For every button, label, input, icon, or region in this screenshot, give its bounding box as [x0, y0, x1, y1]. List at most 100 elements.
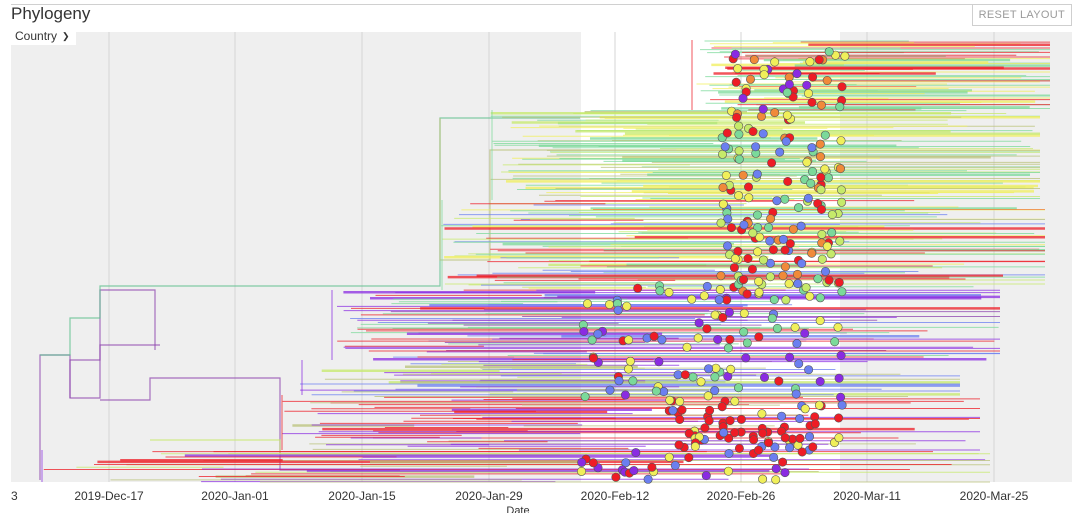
tip-marker[interactable] — [757, 409, 767, 419]
tip-marker[interactable] — [694, 318, 704, 328]
tip-marker[interactable] — [836, 350, 846, 360]
tip-marker[interactable] — [834, 277, 844, 287]
tip-marker[interactable] — [803, 193, 813, 203]
tip-marker[interactable] — [792, 69, 802, 79]
tip-marker[interactable] — [718, 199, 728, 209]
tip-marker[interactable] — [674, 440, 684, 450]
tip-marker[interactable] — [739, 220, 749, 230]
tip-marker[interactable] — [800, 404, 810, 414]
tip-marker[interactable] — [770, 442, 780, 452]
tip-marker[interactable] — [754, 276, 764, 286]
tip-marker[interactable] — [622, 301, 632, 311]
tip-marker[interactable] — [593, 329, 603, 339]
tip-marker[interactable] — [665, 395, 675, 405]
tip-marker[interactable] — [840, 51, 850, 61]
tip-marker[interactable] — [724, 307, 734, 317]
tip-marker[interactable] — [738, 93, 748, 103]
tip-marker[interactable] — [795, 414, 805, 424]
tip-marker[interactable] — [739, 327, 749, 337]
tip-marker[interactable] — [713, 334, 723, 344]
tip-marker[interactable] — [738, 170, 748, 180]
tip-marker[interactable] — [734, 191, 744, 201]
tip-marker[interactable] — [766, 214, 776, 224]
tip-marker[interactable] — [723, 466, 733, 476]
tip-marker[interactable] — [836, 136, 846, 146]
tip-marker[interactable] — [742, 289, 752, 299]
tip-marker[interactable] — [816, 172, 826, 182]
tip-marker[interactable] — [775, 147, 785, 157]
tip-marker[interactable] — [734, 146, 744, 156]
tip-marker[interactable] — [802, 80, 812, 90]
reset-layout-button[interactable]: RESET LAYOUT — [971, 4, 1072, 26]
tip-marker[interactable] — [759, 372, 769, 382]
tip-marker[interactable] — [684, 428, 694, 438]
tip-marker[interactable] — [647, 462, 657, 472]
tip-marker[interactable] — [823, 173, 833, 183]
tip-marker[interactable] — [631, 448, 641, 458]
tip-marker[interactable] — [835, 236, 845, 246]
tip-marker[interactable] — [690, 441, 700, 451]
tip-marker[interactable] — [769, 452, 779, 462]
tip-marker[interactable] — [807, 248, 817, 258]
tip-marker[interactable] — [733, 64, 743, 74]
tip-marker[interactable] — [722, 241, 732, 251]
tip-marker[interactable] — [739, 308, 749, 318]
tip-marker[interactable] — [801, 283, 811, 293]
tip-marker[interactable] — [670, 460, 680, 470]
tip-marker[interactable] — [837, 82, 847, 92]
tip-marker[interactable] — [763, 438, 773, 448]
tip-marker[interactable] — [769, 295, 779, 305]
tip-marker[interactable] — [604, 299, 614, 309]
tip-marker[interactable] — [837, 400, 847, 410]
tip-marker[interactable] — [736, 414, 746, 424]
tip-marker[interactable] — [580, 392, 590, 402]
tip-marker[interactable] — [680, 370, 690, 380]
tip-marker[interactable] — [772, 196, 782, 206]
tip-marker[interactable] — [587, 335, 597, 345]
tip-marker[interactable] — [730, 254, 740, 264]
tip-marker[interactable] — [807, 97, 817, 107]
tip-marker[interactable] — [702, 324, 712, 334]
tip-marker[interactable] — [780, 245, 790, 255]
tip-marker[interactable] — [743, 182, 753, 192]
tip-marker[interactable] — [805, 291, 815, 301]
tip-marker[interactable] — [753, 247, 763, 257]
tip-marker[interactable] — [611, 472, 621, 482]
tip-marker[interactable] — [748, 127, 758, 137]
tip-marker[interactable] — [730, 49, 740, 59]
tip-marker[interactable] — [771, 475, 781, 485]
tip-marker[interactable] — [702, 281, 712, 291]
tip-marker[interactable] — [754, 332, 764, 342]
tip-marker[interactable] — [770, 57, 780, 67]
tip-marker[interactable] — [778, 457, 788, 467]
tip-marker[interactable] — [765, 272, 775, 282]
tip-marker[interactable] — [752, 169, 762, 179]
tip-marker[interactable] — [621, 458, 631, 468]
tip-marker[interactable] — [778, 271, 788, 281]
tip-marker[interactable] — [731, 77, 741, 87]
tip-marker[interactable] — [751, 142, 761, 152]
tip-marker[interactable] — [718, 312, 728, 322]
tip-marker[interactable] — [758, 474, 768, 484]
tip-marker[interactable] — [820, 130, 830, 140]
tip-marker[interactable] — [817, 254, 827, 264]
tip-marker[interactable] — [725, 416, 735, 426]
tip-marker[interactable] — [620, 390, 630, 400]
tip-marker[interactable] — [835, 164, 845, 174]
tip-marker[interactable] — [790, 322, 800, 332]
tip-marker[interactable] — [805, 57, 815, 67]
tip-marker[interactable] — [796, 221, 806, 231]
tip-marker[interactable] — [835, 102, 845, 112]
tip-marker[interactable] — [791, 389, 801, 399]
tip-marker[interactable] — [816, 100, 826, 110]
tip-marker[interactable] — [723, 214, 733, 224]
tip-marker[interactable] — [614, 376, 624, 386]
tip-marker[interactable] — [816, 185, 826, 195]
tip-marker[interactable] — [625, 356, 635, 366]
tip-marker[interactable] — [781, 136, 791, 146]
tip-marker[interactable] — [815, 139, 825, 149]
tip-marker[interactable] — [800, 328, 810, 338]
tip-marker[interactable] — [785, 239, 795, 249]
tip-marker[interactable] — [780, 194, 790, 204]
tip-marker[interactable] — [784, 79, 794, 89]
